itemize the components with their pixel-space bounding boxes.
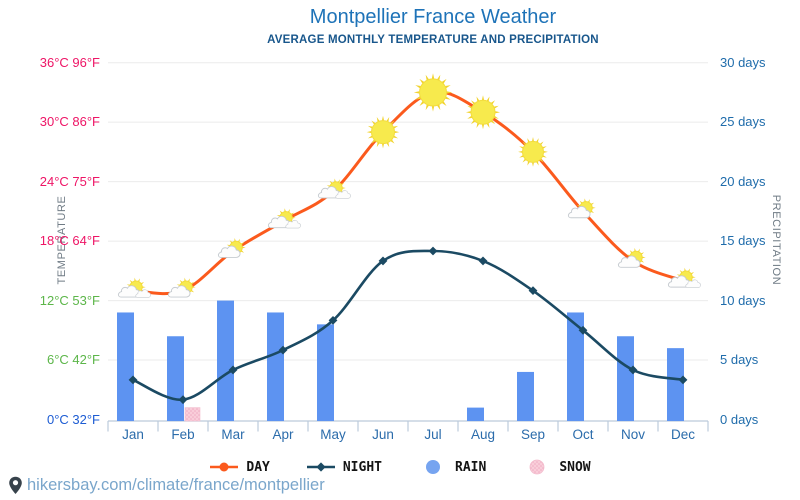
rain-bar-nov <box>617 336 634 421</box>
rain-bar-dec <box>667 348 684 421</box>
legend-label-rain: RAIN <box>455 459 487 475</box>
night-point-jul <box>428 246 438 256</box>
rain-bar-aug <box>467 407 484 421</box>
weather-icon-sun-behind-cloud-feb <box>167 277 196 298</box>
month-label-oct: Oct <box>572 427 594 442</box>
precipitation-tick-label: 10 days <box>720 292 766 308</box>
night-point-apr <box>278 345 288 355</box>
temperature-tick-label: 0°C 32°F <box>46 411 100 427</box>
legend-item-night[interactable]: NIGHT <box>306 459 382 475</box>
night-point-feb <box>178 395 188 405</box>
precipitation-tick-label: 25 days <box>720 114 766 130</box>
rain-bar-sep <box>517 371 534 421</box>
month-label-nov: Nov <box>620 427 645 442</box>
weather-icon-sun-behind-clouds-dec <box>667 267 701 288</box>
legend-marker-day <box>210 462 239 472</box>
rain-bar-jan <box>117 312 134 421</box>
weather-icon-sun-behind-clouds-may <box>317 178 351 199</box>
temperature-tick-label: 24°C 75°F <box>39 173 100 189</box>
legend-label-snow: SNOW <box>559 459 591 475</box>
night-point-nov <box>628 365 638 375</box>
weather-icon-sun-behind-cloud-oct <box>567 198 596 219</box>
night-point-mar <box>228 365 238 375</box>
legend-marker-rain <box>426 460 440 474</box>
month-label-sep: Sep <box>520 427 546 442</box>
rain-bar-mar <box>217 300 234 421</box>
precipitation-tick-label: 5 days <box>720 352 759 368</box>
location-pin-icon <box>9 476 22 494</box>
month-label-jan: Jan <box>122 427 144 442</box>
precipitation-tick-label: 30 days <box>720 54 766 70</box>
rain-bar-feb <box>167 336 184 421</box>
weather-icon-sun-jul <box>413 73 453 112</box>
legend-item-snow[interactable]: SNOW <box>522 459 591 475</box>
weather-icon-sun-sep <box>518 136 548 167</box>
precipitation-tick-label: 0 days <box>720 411 759 427</box>
night-point-sep <box>528 286 538 296</box>
legend-item-day[interactable]: DAY <box>209 459 270 475</box>
chart-subtitle: AVERAGE MONTHLY TEMPERATURE AND PRECIPIT… <box>267 34 599 46</box>
temperature-tick-label: 12°C 53°F <box>39 292 100 308</box>
precipitation-tick-label: 15 days <box>720 233 766 249</box>
month-label-jul: Jul <box>424 427 442 442</box>
night-line <box>132 249 684 401</box>
temperature-tick-label: 30°C 86°F <box>39 114 100 130</box>
legend-label-night: NIGHT <box>342 459 382 475</box>
month-label-dec: Dec <box>670 427 695 442</box>
night-point-dec <box>678 375 688 385</box>
legend-marker-night <box>306 462 335 472</box>
snow-bar-feb <box>184 407 201 422</box>
rain-bar-may <box>317 324 334 421</box>
weather-icon-sun-aug <box>465 95 501 130</box>
temperature-tick-label: 6°C 42°F <box>46 352 100 368</box>
temperature-tick-label: 18°C 64°F <box>39 233 100 249</box>
month-label-aug: Aug <box>470 427 496 442</box>
footer-url-link[interactable]: hikersbay.com/climate/france/montpellier <box>27 476 325 494</box>
rain-bar-apr <box>267 312 284 421</box>
weather-icon-sun-behind-clouds-jan <box>117 277 151 298</box>
rain-bar-oct <box>567 312 584 421</box>
weather-icon-sun-jun <box>366 115 400 149</box>
month-label-mar: Mar <box>221 427 245 442</box>
month-label-jun: Jun <box>372 427 394 442</box>
temperature-tick-label: 36°C 96°F <box>39 54 100 70</box>
night-point-jan <box>128 375 138 385</box>
night-point-may <box>328 315 338 325</box>
month-label-feb: Feb <box>171 427 195 442</box>
night-point-aug <box>478 256 488 266</box>
weather-icon-sun-behind-cloud-nov <box>617 247 646 268</box>
footer: hikersbay.com/climate/france/montpellier <box>8 476 325 495</box>
legend-marker-snow <box>529 459 545 475</box>
month-label-may: May <box>320 427 346 442</box>
weather-icon-sun-behind-clouds-apr <box>267 208 301 229</box>
weather-icon-sun-behind-cloud-mar <box>217 237 246 258</box>
legend-item-rain[interactable]: RAIN <box>418 459 486 475</box>
precipitation-tick-label: 20 days <box>720 173 766 189</box>
legend-label-day: DAY <box>246 459 270 475</box>
page-title: Montpellier France Weather <box>309 6 557 28</box>
chart-legend: DAY NIGHT RAIN SNOW <box>0 459 800 475</box>
night-point-jun <box>378 256 388 266</box>
month-label-apr: Apr <box>272 427 294 442</box>
night-point-oct <box>578 325 588 335</box>
